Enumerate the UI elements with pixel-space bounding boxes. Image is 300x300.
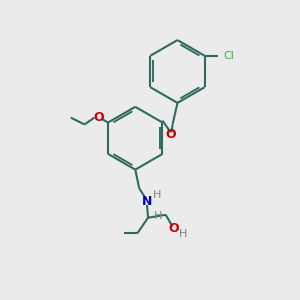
Text: N: N (142, 194, 152, 208)
Text: O: O (168, 222, 179, 235)
Text: H: H (153, 190, 161, 200)
Text: H: H (154, 211, 162, 221)
Text: Cl: Cl (223, 51, 234, 61)
Text: O: O (93, 111, 104, 124)
Text: H: H (179, 230, 188, 239)
Text: O: O (165, 128, 176, 141)
